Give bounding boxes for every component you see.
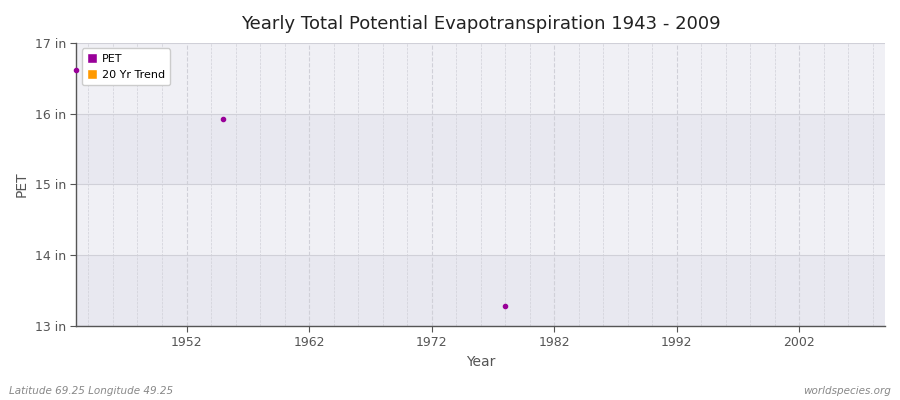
Bar [76, 43, 885, 114]
Bar [76, 255, 885, 326]
Text: worldspecies.org: worldspecies.org [803, 386, 891, 396]
Y-axis label: PET: PET [15, 172, 29, 197]
Text: Latitude 69.25 Longitude 49.25: Latitude 69.25 Longitude 49.25 [9, 386, 173, 396]
Legend: PET, 20 Yr Trend: PET, 20 Yr Trend [82, 48, 170, 85]
Bar [76, 184, 885, 255]
X-axis label: Year: Year [466, 355, 495, 369]
Title: Yearly Total Potential Evapotranspiration 1943 - 2009: Yearly Total Potential Evapotranspiratio… [241, 15, 720, 33]
Bar [76, 114, 885, 184]
